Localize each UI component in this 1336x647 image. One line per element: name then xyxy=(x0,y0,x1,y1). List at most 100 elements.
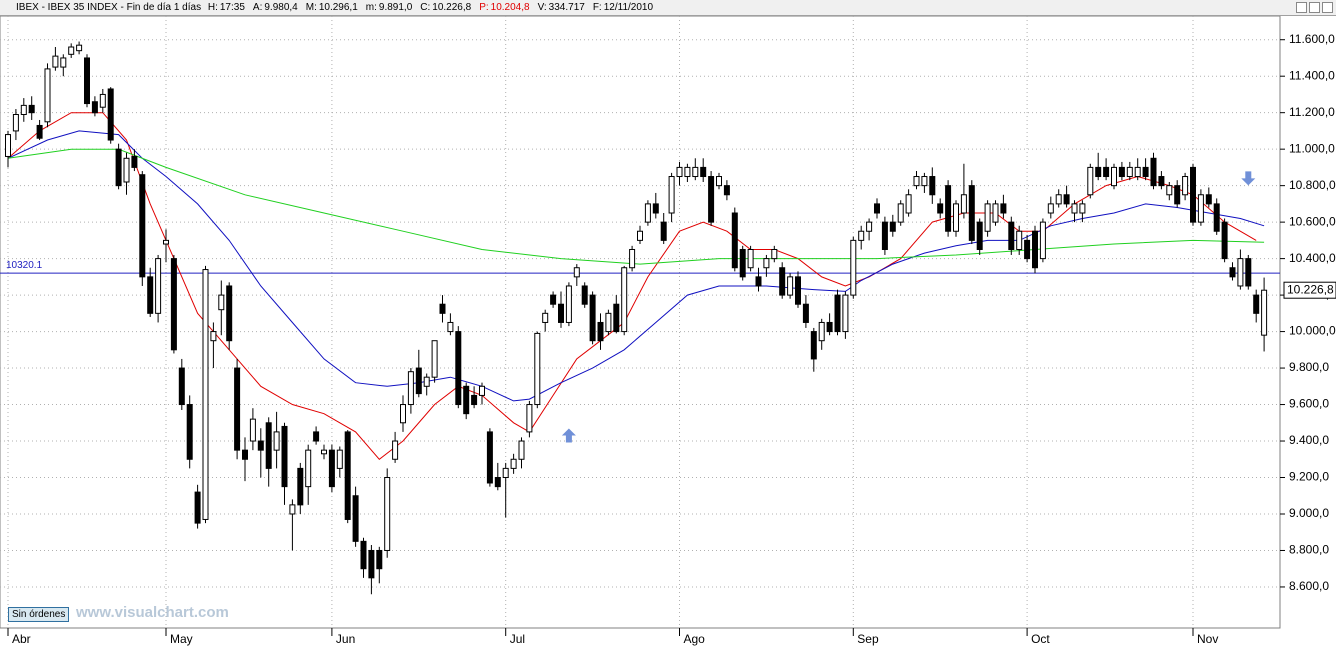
candle-body xyxy=(1237,258,1244,287)
candle-body xyxy=(1253,294,1260,314)
candle-body xyxy=(1111,166,1117,187)
minimize-button[interactable] xyxy=(1296,2,1307,13)
candle-body xyxy=(953,203,959,232)
candle-body xyxy=(107,88,114,141)
candle-body xyxy=(945,185,952,232)
candle-body xyxy=(502,467,509,479)
candle-body xyxy=(1071,203,1078,214)
candle-body xyxy=(558,303,564,323)
plot-frame xyxy=(0,15,1281,629)
candle-body xyxy=(637,230,643,241)
x-tick-label: Jun xyxy=(336,632,355,646)
info-value: 9.980,4 xyxy=(264,2,298,13)
candle-body xyxy=(581,285,588,305)
x-tick-label: Jul xyxy=(510,632,525,646)
candle-body xyxy=(384,477,391,551)
candle-body xyxy=(1087,166,1094,196)
x-tick-label: Oct xyxy=(1031,632,1050,646)
candle-body xyxy=(242,449,248,460)
maximize-button[interactable] xyxy=(1309,2,1320,13)
candle-body xyxy=(210,331,217,342)
candle-body xyxy=(415,367,422,395)
candle-body xyxy=(771,248,778,260)
candle-body xyxy=(257,440,264,451)
candle-body xyxy=(605,312,612,333)
candle-body xyxy=(1213,203,1220,232)
candle-body xyxy=(834,294,841,333)
candle-body xyxy=(249,418,256,442)
close-button[interactable] xyxy=(1322,2,1333,13)
candle-body xyxy=(874,203,880,214)
info-item: P: 10.204,8 xyxy=(479,2,533,13)
candle-body xyxy=(68,46,75,55)
candle-body xyxy=(842,294,849,333)
info-item: m: 9.891,0 xyxy=(366,2,416,13)
candle-body xyxy=(131,155,138,168)
candle-body xyxy=(423,376,430,387)
moving-average xyxy=(7,130,1265,402)
candle-body xyxy=(684,166,691,178)
candle-body xyxy=(629,248,636,269)
candle-body xyxy=(644,203,651,223)
info-item: C: 10.226,8 xyxy=(420,2,475,13)
info-label: m: xyxy=(365,2,377,13)
candle-body xyxy=(463,385,470,415)
candle-body xyxy=(937,203,944,214)
candle-body xyxy=(447,321,454,333)
candle-body xyxy=(913,176,920,187)
orders-button[interactable]: Sin órdenes xyxy=(8,607,70,622)
candle-body xyxy=(692,166,699,178)
info-item: A: 9.980,4 xyxy=(253,2,302,13)
candle-body xyxy=(321,449,327,455)
candle-body xyxy=(407,371,414,406)
candle-body xyxy=(155,258,162,314)
y-tick-label: 9.800,0 xyxy=(1289,360,1329,374)
candle-body xyxy=(716,176,722,187)
candle-body xyxy=(486,431,493,484)
info-value: 12/11/2010 xyxy=(603,2,654,13)
candle-body xyxy=(368,549,375,579)
candle-body xyxy=(52,55,59,68)
instrument-title: IBEX - IBEX 35 INDEX - Fin de día 1 días xyxy=(16,2,202,13)
info-value: 17:35 xyxy=(219,2,245,13)
candle-body xyxy=(826,321,833,333)
candle-body xyxy=(1150,157,1157,187)
candle-body xyxy=(226,285,233,342)
candle-body xyxy=(328,449,335,488)
info-label: M: xyxy=(305,2,317,13)
info-item: V: 334.717 xyxy=(538,2,589,13)
y-tick-label: 11.200,0 xyxy=(1289,105,1335,119)
candle-body xyxy=(526,404,533,433)
candle-body xyxy=(1032,230,1038,269)
candle-body xyxy=(1024,239,1031,260)
candle-body xyxy=(392,440,399,460)
candle-body xyxy=(352,495,359,542)
candle-body xyxy=(400,404,406,424)
y-tick-label: 10.400,0 xyxy=(1289,251,1336,265)
candle-body xyxy=(921,176,928,187)
y-tick-label: 11.000,0 xyxy=(1289,141,1335,155)
candle-body xyxy=(858,230,865,241)
info-label: F: xyxy=(592,2,602,13)
candle-body xyxy=(1008,221,1015,250)
candle-body xyxy=(471,394,478,406)
candle-body xyxy=(76,44,83,52)
x-tick-label: Ago xyxy=(684,632,706,646)
candle-body xyxy=(573,267,580,278)
candle-body xyxy=(194,491,201,524)
candle-body xyxy=(818,321,825,342)
candle-body xyxy=(565,285,572,323)
y-tick-label: 8.800,0 xyxy=(1289,543,1329,557)
candle-body xyxy=(747,248,754,269)
candle-body xyxy=(44,68,51,123)
candle-body xyxy=(660,221,667,241)
candle-body xyxy=(99,93,106,108)
info-label: H: xyxy=(207,2,218,13)
candle-body xyxy=(281,425,288,488)
candle-body xyxy=(1000,203,1007,214)
candle-body xyxy=(186,404,193,460)
candle-body xyxy=(731,212,738,269)
candle-body xyxy=(115,148,122,187)
candle-body xyxy=(1016,230,1023,250)
